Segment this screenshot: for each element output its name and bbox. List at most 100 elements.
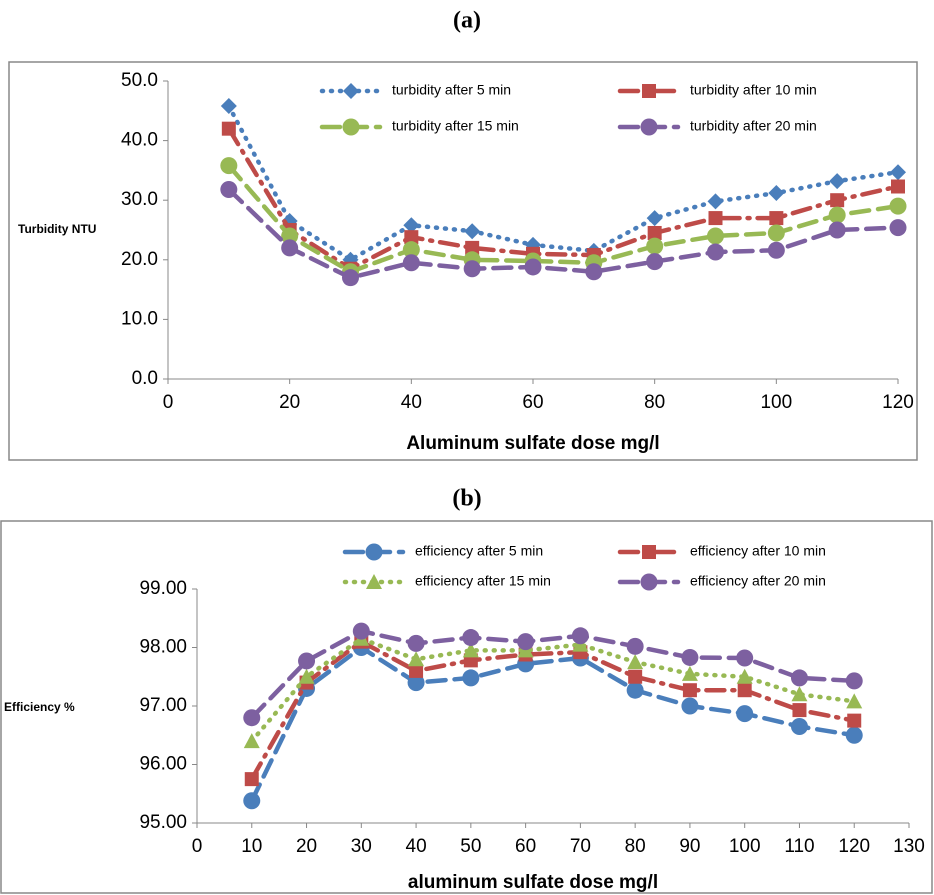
- x-tick-label: 120: [882, 392, 914, 413]
- x-axis-label: aluminum sulfate dose mg/l: [408, 872, 658, 893]
- legend-marker: [342, 118, 360, 136]
- x-tick-label: 100: [760, 392, 792, 413]
- marker: [281, 227, 299, 245]
- marker: [708, 211, 723, 226]
- x-axis-label: Aluminum sulfate dose mg/l: [406, 433, 659, 454]
- marker: [891, 179, 905, 194]
- x-tick-label: 90: [679, 836, 700, 857]
- marker: [829, 173, 846, 190]
- x-tick-label: 30: [351, 836, 372, 857]
- x-tick-label: 80: [644, 392, 665, 413]
- marker: [524, 258, 542, 276]
- marker: [627, 654, 644, 670]
- marker: [409, 663, 424, 678]
- marker: [626, 681, 644, 699]
- marker: [220, 180, 238, 198]
- marker: [768, 185, 785, 202]
- y-tick-label: 99.00: [139, 578, 187, 599]
- y-tick-label: 0.0: [132, 368, 158, 389]
- marker: [298, 668, 315, 684]
- x-tick-label: 20: [279, 392, 300, 413]
- marker: [889, 197, 907, 215]
- marker: [462, 642, 479, 658]
- marker: [404, 230, 419, 245]
- marker: [792, 703, 807, 718]
- marker: [402, 254, 420, 272]
- marker: [402, 241, 420, 259]
- chart-title: (b): [452, 486, 481, 512]
- series-line: [249, 644, 857, 804]
- y-axis-label: Turbidity NTU: [18, 222, 96, 236]
- x-tick-label: 60: [522, 392, 543, 413]
- x-tick-label: 60: [515, 836, 536, 857]
- x-tick-label: 80: [625, 836, 646, 857]
- marker: [707, 243, 724, 261]
- y-tick-label: 97.00: [139, 695, 187, 716]
- marker: [767, 241, 785, 259]
- x-tick-label: 110: [784, 836, 814, 857]
- marker: [352, 622, 370, 640]
- marker: [221, 121, 236, 136]
- series-line: [249, 638, 857, 782]
- x-tick-label: 100: [729, 836, 761, 857]
- series-line: [226, 103, 901, 263]
- legend-marker: [366, 574, 382, 589]
- series-line: [249, 628, 857, 720]
- x-tick-label: 130: [893, 836, 925, 857]
- marker: [462, 669, 480, 687]
- marker: [407, 634, 425, 652]
- marker: [846, 693, 863, 709]
- marker: [830, 193, 845, 208]
- marker: [828, 221, 846, 239]
- marker: [790, 669, 808, 687]
- x-tick-label: 50: [460, 836, 481, 857]
- marker: [647, 225, 662, 240]
- marker: [220, 98, 237, 115]
- marker: [845, 726, 863, 744]
- legend-marker: [640, 573, 658, 591]
- marker: [243, 733, 260, 749]
- x-tick-label: 70: [570, 836, 591, 857]
- marker: [681, 697, 699, 715]
- series-line: [226, 187, 901, 281]
- marker: [646, 253, 664, 271]
- y-tick-label: 96.00: [139, 754, 187, 775]
- legend-marker: [365, 543, 383, 561]
- y-tick-label: 10.0: [121, 308, 158, 329]
- marker: [298, 652, 316, 670]
- marker: [769, 211, 784, 226]
- marker: [646, 210, 663, 227]
- marker: [243, 792, 261, 810]
- marker: [737, 683, 752, 698]
- marker: [342, 269, 359, 287]
- series-line: [226, 126, 901, 272]
- marker: [681, 648, 699, 666]
- marker: [736, 668, 753, 684]
- x-tick-label: 0: [163, 392, 174, 413]
- marker: [626, 637, 644, 655]
- marker: [845, 672, 863, 690]
- marker: [828, 206, 846, 224]
- legend-label: turbidity after 5 min: [392, 82, 511, 98]
- marker: [407, 674, 425, 692]
- legend-label: efficiency after 10 min: [690, 543, 826, 559]
- marker: [791, 686, 808, 702]
- x-tick-label: 40: [406, 836, 427, 857]
- marker: [889, 219, 907, 237]
- marker: [517, 633, 535, 651]
- legend-label: turbidity after 20 min: [690, 118, 817, 134]
- marker: [281, 239, 299, 257]
- marker: [682, 683, 697, 698]
- y-tick-label: 95.00: [139, 812, 187, 833]
- x-tick-label: 120: [838, 836, 870, 857]
- x-tick-label: 20: [296, 836, 317, 857]
- legend-label: turbidity after 15 min: [392, 118, 519, 134]
- legend-label: efficiency after 5 min: [415, 543, 543, 559]
- x-tick-label: 10: [241, 836, 262, 857]
- y-tick-label: 50.0: [121, 70, 158, 91]
- marker: [890, 164, 906, 181]
- marker: [736, 705, 754, 723]
- marker: [462, 629, 480, 647]
- marker: [463, 260, 481, 278]
